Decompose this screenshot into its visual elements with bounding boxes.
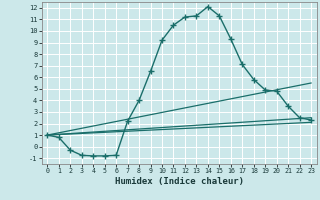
X-axis label: Humidex (Indice chaleur): Humidex (Indice chaleur) (115, 177, 244, 186)
